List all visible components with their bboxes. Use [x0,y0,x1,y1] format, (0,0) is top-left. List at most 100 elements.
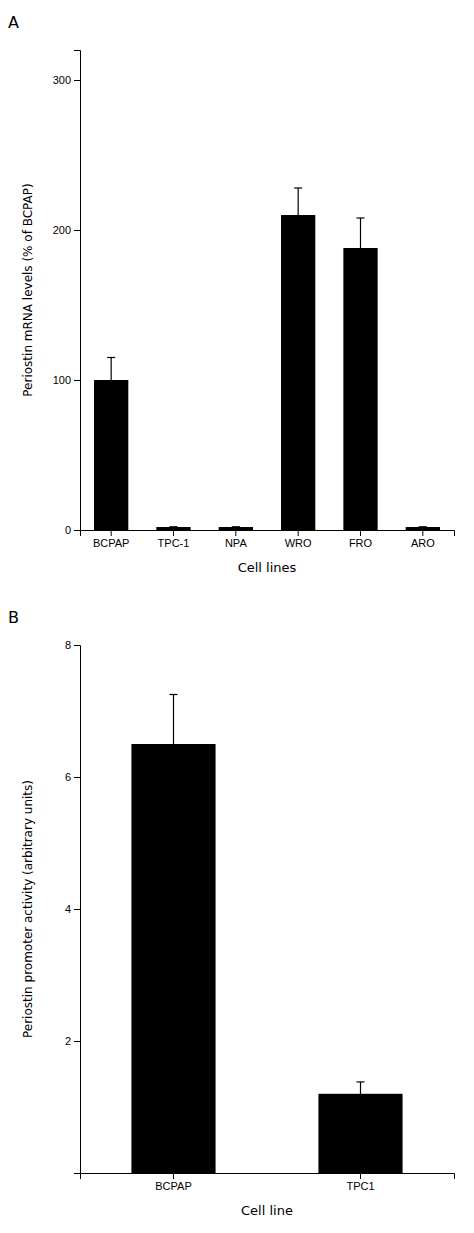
x-tick-mark [235,530,236,536]
y-tick-mark [74,80,80,81]
error-cap [170,526,178,527]
x-axis-line [81,531,455,537]
x-tick-mark [422,530,423,536]
marks [131,695,402,1174]
error-cap [357,1105,365,1106]
error-cap [419,526,427,527]
x-tick: BCPAP [155,1173,191,1192]
x-tick: FRO [349,530,373,549]
y-tick-label: 4 [65,903,71,915]
x-tick-mark [173,530,174,536]
y-tick: 6 [65,771,80,783]
y-axis-line [74,646,81,1174]
y-tick-mark [74,645,80,646]
y-tick: 8 [65,639,80,651]
y-axis-line [74,51,81,531]
x-tick-label: TPC-1 [158,537,190,549]
x-axis-title: Cell line [241,1203,293,1218]
x-tick-mark [360,1173,361,1179]
y-axis-title: Periostin mRNA levels (% of BCPAP) [21,183,35,396]
y-tick-mark [74,1041,80,1042]
y-tick: 200 [53,224,80,236]
error-bar [170,527,178,528]
y-tick-label: 8 [65,639,71,651]
error-cap [107,402,115,403]
error-cap [357,217,365,218]
x-tick: BCPAP [93,530,129,549]
error-line [111,358,112,403]
error-bar [232,527,240,528]
x-tick-label: TPC1 [346,1180,374,1192]
error-cap [170,526,178,527]
y-tick-label: 100 [53,374,71,386]
y-tick: 0 [65,524,80,536]
x-tick-mark [111,530,112,536]
bar [94,380,128,530]
error-cap [107,357,115,358]
bar [318,1094,402,1173]
error-cap [170,793,178,794]
x-axis-line [81,1174,455,1180]
panel-label: A [8,13,19,32]
x-tick: NPA [225,530,247,549]
error-bar [107,358,115,403]
x-tick-label: NPA [225,537,247,549]
bar [156,527,190,530]
x-tick-label: ARO [411,537,435,549]
error-cap [294,187,302,188]
error-cap [294,241,302,242]
x-tick-mark [173,1173,174,1179]
y-tick-label: 2 [65,1035,71,1047]
y-tick-mark [74,909,80,910]
y-tick-label: 300 [53,74,71,86]
error-line [173,695,174,794]
y-tick: 4 [65,903,80,915]
y-tick-mark [74,777,80,778]
x-tick: TPC1 [346,1173,374,1192]
x-tick: ARO [411,530,435,549]
y-tick-mark [74,230,80,231]
x-axis: BCPAP TPC-1 NPA WRO FRO ARO [81,530,455,549]
error-cap [357,1081,365,1082]
error-cap [419,526,427,527]
y-axis: 0 100 200 300 [53,51,81,537]
x-tick-label: BCPAP [93,537,129,549]
bar [406,527,440,530]
error-line [360,218,361,278]
y-axis-title: Periostin promoter activity (arbitrary u… [21,780,35,1038]
error-cap [232,526,240,527]
y-tick-label: 0 [65,524,71,536]
y-tick: 100 [53,374,80,386]
y-tick-label: 200 [53,224,71,236]
error-bar [294,188,302,242]
panel: BCPAP TPC1 2 4 6 8 Cell line Periostin promoter… [8,608,455,1218]
marks [94,188,440,530]
bar [281,215,315,530]
error-bar [419,527,427,528]
x-tick: TPC-1 [158,530,190,549]
x-axis-title: Cell lines [238,560,297,575]
x-tick-mark [298,530,299,536]
y-tick-mark [74,380,80,381]
bar [343,248,377,530]
x-tick-label: BCPAP [155,1180,191,1192]
error-bar [170,695,178,794]
bar [219,527,253,530]
bar [131,744,215,1173]
error-line [298,188,299,242]
figure: BCPAP TPC-1 NPA WRO FRO ARO 0 100 200 300 Cell lin… [0,0,474,1233]
x-tick-label: FRO [349,537,373,549]
x-tick-label: WRO [285,537,312,549]
panel: BCPAP TPC-1 NPA WRO FRO ARO 0 100 200 300 Cell lin… [8,13,455,575]
panel-label: B [8,608,19,627]
y-tick-label: 6 [65,771,71,783]
error-cap [357,277,365,278]
y-axis: 2 4 6 8 [65,639,81,1173]
error-line [360,1082,361,1106]
x-tick: WRO [285,530,312,549]
error-cap [232,526,240,527]
y-tick: 2 [65,1035,80,1047]
error-bar [357,218,365,278]
y-tick-mark [74,530,80,531]
y-tick: 300 [53,74,80,86]
